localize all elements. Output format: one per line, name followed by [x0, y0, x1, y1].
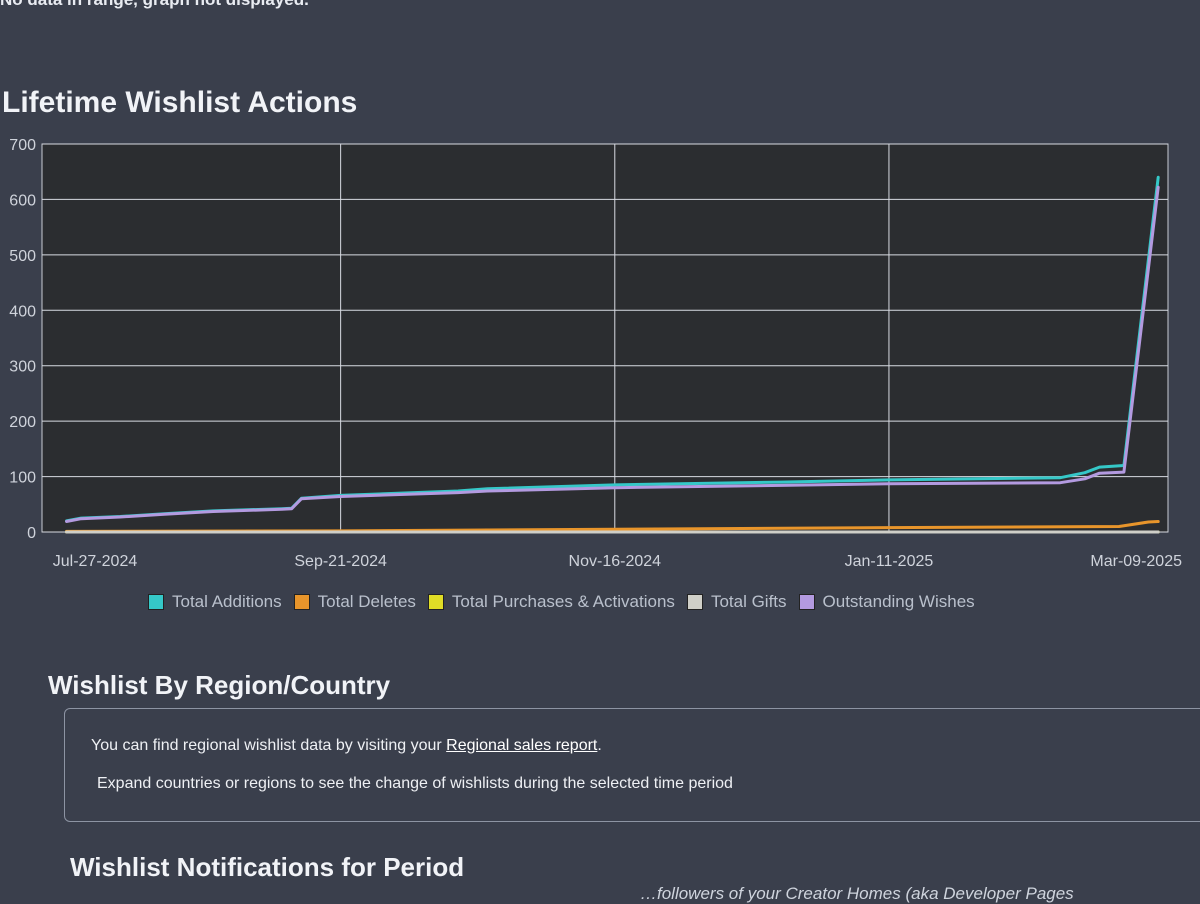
legend-item-total-gifts[interactable]: Total Gifts [686, 592, 787, 612]
legend-label: Total Deletes [317, 592, 416, 611]
x-tick-label: Jan-11-2025 [845, 553, 934, 570]
legend-label: Outstanding Wishes [822, 592, 975, 611]
legend-label: Total Additions [172, 592, 282, 611]
chart-legend: Total Additions Total Deletes Total Purc… [148, 592, 975, 612]
legend-swatch [148, 594, 164, 610]
y-tick-label: 100 [9, 470, 36, 487]
legend-item-total-purchases[interactable]: Total Purchases & Activations [427, 592, 675, 612]
x-tick-label: Sep-21-2024 [294, 553, 387, 570]
legend-swatch [798, 594, 815, 610]
legend-label: Total Purchases & Activations [451, 592, 675, 611]
region-info-text: You can find regional wishlist data by v… [91, 737, 602, 755]
notifications-intro-text: …followers of your Creator Homes (aka De… [640, 884, 1074, 903]
series-line-outstanding-wishes [65, 185, 1160, 523]
y-tick-label: 400 [9, 303, 36, 320]
x-tick-label: Nov-16-2024 [569, 553, 662, 570]
chart-section-title: Lifetime Wishlist Actions [2, 86, 358, 119]
region-info-prefix: You can find regional wishlist data by v… [91, 737, 447, 754]
legend-item-total-additions[interactable]: Total Additions [148, 592, 282, 612]
wishlist-line-chart: 0 100 200 300 400 500 600 700 Jul-27-2024 Sep-21-… [9, 137, 1182, 570]
y-tick-label: 700 [9, 137, 36, 154]
y-tick-label: 0 [27, 525, 36, 542]
legend-item-total-deletes[interactable]: Total Deletes [293, 592, 416, 612]
y-tick-label: 500 [9, 248, 36, 265]
legend-swatch [293, 594, 310, 610]
legend-label: Total Gifts [710, 592, 787, 611]
notifications-section-title: Wishlist Notifications for Period [70, 852, 465, 882]
regional-sales-report-link[interactable]: Regional sales report [446, 737, 598, 754]
region-expand-hint: Expand countries or regions to see the c… [97, 775, 733, 792]
no-data-note: No data in range, graph not displayed. [0, 0, 309, 10]
y-tick-label: 200 [9, 414, 36, 431]
y-tick-label: 600 [9, 192, 36, 209]
region-section-title: Wishlist By Region/Country [48, 670, 391, 700]
region-info-suffix: . [597, 737, 602, 754]
region-info-box: You can find regional wishlist data by v… [64, 708, 1200, 822]
x-tick-label: Jul-27-2024 [53, 553, 138, 570]
legend-item-outstanding-wishes[interactable]: Outstanding Wishes [798, 592, 975, 612]
x-tick-label: Mar-09-2025 [1090, 553, 1182, 570]
legend-swatch [427, 594, 444, 610]
y-tick-label: 300 [9, 359, 36, 376]
legend-swatch [686, 594, 703, 610]
plot-area [41, 143, 1169, 533]
